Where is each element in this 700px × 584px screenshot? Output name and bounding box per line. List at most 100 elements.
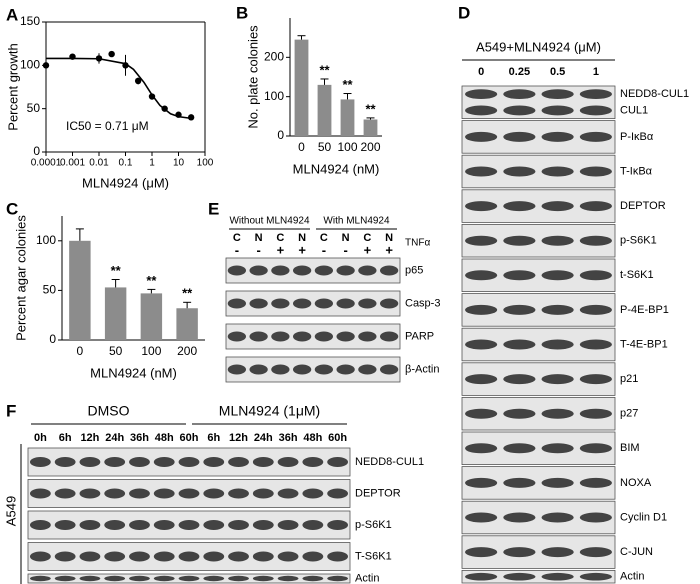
- treatment-sign: -: [256, 242, 260, 257]
- band: [129, 488, 150, 499]
- band: [579, 443, 612, 454]
- band-label: Casp-3: [405, 297, 440, 309]
- band: [541, 89, 574, 100]
- x-tick-label: 200: [360, 140, 380, 154]
- band-label: CUL1: [620, 104, 648, 116]
- lane-label: N: [342, 232, 350, 244]
- lane-label: 0h: [34, 432, 47, 444]
- y-tick-label: 50: [43, 283, 57, 297]
- lane-label: 24h: [105, 432, 124, 444]
- data-point: [161, 105, 168, 112]
- data-point: [69, 53, 76, 60]
- band: [252, 551, 274, 562]
- band: [29, 457, 51, 467]
- band-label: P-IκBα: [620, 131, 654, 143]
- band: [129, 520, 150, 530]
- band: [579, 105, 612, 116]
- bar: [140, 293, 163, 340]
- band: [153, 457, 175, 467]
- significance: **: [365, 101, 376, 116]
- significance: **: [342, 77, 353, 92]
- treatment-sign: +: [364, 242, 372, 257]
- x-tick-label: 0: [298, 140, 305, 154]
- band: [314, 331, 334, 342]
- band: [503, 443, 536, 454]
- band: [29, 575, 51, 582]
- band: [541, 304, 574, 315]
- band: [465, 131, 498, 142]
- band: [465, 105, 498, 116]
- band: [314, 265, 334, 276]
- y-tick-label: 100: [264, 89, 284, 103]
- band: [503, 374, 536, 385]
- band: [314, 298, 334, 309]
- band: [327, 520, 349, 530]
- band: [503, 547, 536, 558]
- lane-label: 6h: [59, 432, 72, 444]
- band: [271, 298, 290, 309]
- treatment-sign: -: [322, 242, 326, 257]
- y-tick-label: 100: [20, 58, 40, 72]
- data-point: [108, 50, 115, 58]
- band-label: T-IκBα: [620, 165, 653, 177]
- band: [104, 575, 126, 582]
- band: [129, 575, 150, 582]
- lane-label: 0: [478, 66, 484, 78]
- band: [29, 520, 51, 530]
- band: [29, 551, 51, 562]
- band: [104, 488, 126, 499]
- treatment-sign: +: [277, 242, 285, 257]
- band: [228, 457, 249, 467]
- y-tick-label: 100: [36, 233, 56, 247]
- y-tick-label: 150: [20, 14, 40, 28]
- lane-label: 12h: [80, 432, 99, 444]
- band: [271, 265, 290, 276]
- bar: [340, 99, 355, 136]
- band: [249, 265, 268, 276]
- group-label: MLN4924 (1μM): [219, 403, 320, 419]
- band: [302, 457, 324, 467]
- x-tick-label: 10: [173, 158, 185, 169]
- band-label: p-S6K1: [620, 235, 657, 247]
- band: [227, 298, 247, 309]
- band: [292, 364, 312, 375]
- band: [252, 488, 274, 499]
- band-label: DEPTOR: [355, 487, 401, 499]
- data-point: [134, 77, 142, 85]
- lane-label: 12h: [229, 432, 248, 444]
- band: [129, 457, 150, 467]
- band: [104, 551, 126, 562]
- band-label: NOXA: [620, 477, 652, 489]
- band: [503, 131, 536, 142]
- band-label: NEDD8-CUL1: [355, 456, 424, 468]
- band: [579, 89, 612, 100]
- blot-title: A549+MLN4924 (μM): [476, 39, 601, 54]
- band: [327, 551, 349, 562]
- lane-label: 60h: [180, 432, 199, 444]
- band: [277, 457, 299, 467]
- data-point: [187, 114, 195, 121]
- bar: [69, 240, 91, 340]
- band: [503, 512, 536, 523]
- y-axis-label: No. plate colonies: [245, 25, 260, 129]
- panel-letter: C: [6, 199, 18, 218]
- lane-label: 48h: [155, 432, 174, 444]
- band-label: Actin: [355, 572, 379, 584]
- band-label: p65: [405, 264, 423, 276]
- band: [79, 457, 101, 467]
- band: [579, 408, 612, 419]
- band: [129, 551, 150, 562]
- lane-label: 0.5: [550, 66, 565, 78]
- band: [203, 520, 225, 530]
- band: [302, 575, 324, 582]
- band: [54, 575, 76, 582]
- band: [153, 488, 175, 499]
- band: [541, 235, 574, 246]
- significance: **: [111, 263, 122, 278]
- band: [579, 304, 612, 315]
- x-tick-label: 50: [318, 140, 332, 154]
- band-label: T-S6K1: [355, 550, 392, 562]
- band: [203, 488, 225, 499]
